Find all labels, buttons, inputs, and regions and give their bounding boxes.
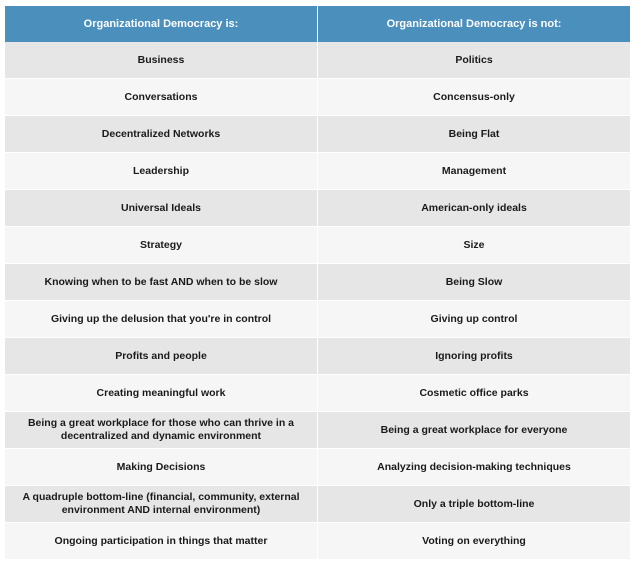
cell-is-not: Analyzing decision-making techniques [317,448,630,486]
cell-is: Business [5,42,318,79]
cell-is: Leadership [5,152,318,190]
table-row: Strategy Size [5,226,630,264]
table-row: Profits and people Ignoring profits [5,337,630,375]
comparison-table: Organizational Democracy is: Organizatio… [5,6,630,560]
comparison-table-container: Organizational Democracy is: Organizatio… [5,6,630,560]
cell-is: A quadruple bottom-line (financial, comm… [5,485,318,523]
cell-is-not: Ignoring profits [317,337,630,375]
cell-is-not: Being Flat [317,115,630,153]
table-row: Conversations Concensus-only [5,78,630,116]
table-row: A quadruple bottom-line (financial, comm… [5,485,630,523]
cell-is: Knowing when to be fast AND when to be s… [5,263,318,301]
cell-is-not: Being Slow [317,263,630,301]
table-row: Universal Ideals American-only ideals [5,189,630,227]
cell-is: Strategy [5,226,318,264]
table-row: Making Decisions Analyzing decision-maki… [5,448,630,486]
cell-is: Creating meaningful work [5,374,318,412]
cell-is-not: Concensus-only [317,78,630,116]
cell-is-not: Cosmetic office parks [317,374,630,412]
header-is: Organizational Democracy is: [5,6,318,42]
cell-is: Ongoing participation in things that mat… [5,522,318,560]
cell-is-not: American-only ideals [317,189,630,227]
cell-is-not: Giving up control [317,300,630,338]
cell-is: Being a great workplace for those who ca… [5,411,318,449]
cell-is: Universal Ideals [5,189,318,227]
table-row: Creating meaningful work Cosmetic office… [5,374,630,412]
cell-is: Decentralized Networks [5,115,318,153]
table-row: Leadership Management [5,152,630,190]
cell-is-not: Management [317,152,630,190]
cell-is-not: Size [317,226,630,264]
cell-is-not: Voting on everything [317,522,630,560]
cell-is: Giving up the delusion that you're in co… [5,300,318,338]
cell-is-not: Being a great workplace for everyone [317,411,630,449]
table-header-row: Organizational Democracy is: Organizatio… [5,6,630,42]
cell-is: Making Decisions [5,448,318,486]
cell-is: Profits and people [5,337,318,375]
header-is-not: Organizational Democracy is not: [317,6,630,42]
table-row: Being a great workplace for those who ca… [5,411,630,449]
cell-is-not: Politics [317,42,630,79]
table-row: Ongoing participation in things that mat… [5,522,630,560]
table-row: Business Politics [5,42,630,79]
table-row: Knowing when to be fast AND when to be s… [5,263,630,301]
table-row: Giving up the delusion that you're in co… [5,300,630,338]
table-row: Decentralized Networks Being Flat [5,115,630,153]
cell-is-not: Only a triple bottom-line [317,485,630,523]
cell-is: Conversations [5,78,318,116]
